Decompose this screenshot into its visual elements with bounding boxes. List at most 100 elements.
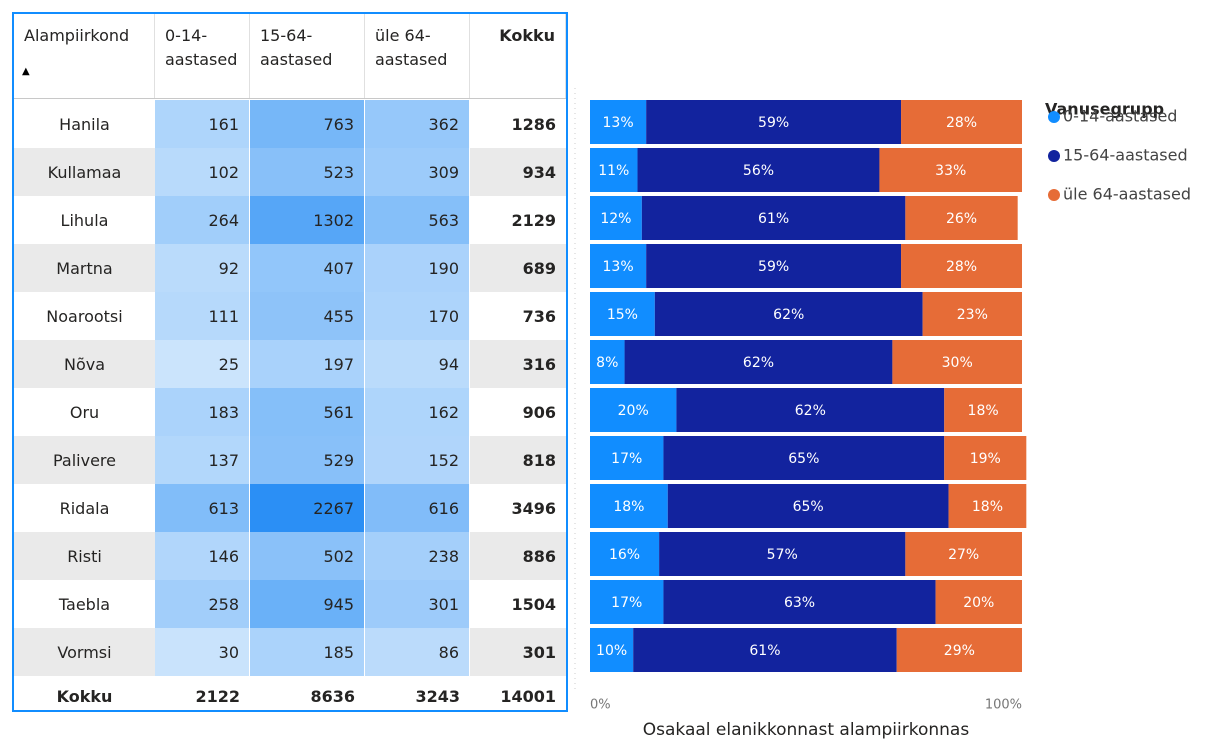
table-cell: 190 bbox=[365, 244, 470, 292]
row-label: Palivere bbox=[14, 436, 155, 484]
table-cell: 8636 bbox=[310, 686, 355, 706]
table-cell: 1302 bbox=[250, 196, 365, 244]
table-cell: 3243 bbox=[415, 686, 460, 706]
table-cell: 146 bbox=[155, 532, 250, 580]
bar-segment bbox=[892, 340, 1022, 384]
bar-segment bbox=[637, 148, 880, 192]
legend-marker bbox=[1048, 189, 1060, 201]
bar-segment bbox=[590, 436, 664, 480]
bar-segment bbox=[590, 148, 638, 192]
table-cell: 185 bbox=[250, 628, 365, 676]
column-header: Kokku bbox=[470, 14, 566, 98]
data-label: 62% bbox=[795, 403, 826, 419]
data-label: 17% bbox=[611, 595, 642, 611]
table-cell: 161 bbox=[155, 100, 250, 148]
data-label: 65% bbox=[793, 499, 824, 515]
data-label: 18% bbox=[968, 403, 999, 419]
data-label: 12% bbox=[600, 211, 631, 227]
data-label: 11% bbox=[598, 163, 629, 179]
bar-segment bbox=[590, 292, 655, 336]
legend-marker bbox=[1048, 111, 1060, 123]
data-label: 13% bbox=[603, 259, 634, 275]
data-label: 20% bbox=[963, 595, 994, 611]
table-cell: 152 bbox=[365, 436, 470, 484]
table-cell: 945 bbox=[250, 580, 365, 628]
table-cell: 502 bbox=[250, 532, 365, 580]
bar-segment bbox=[654, 292, 923, 336]
table-cell: 301 bbox=[365, 580, 470, 628]
x-axis-title: Osakaal elanikkonnast alampiirkonnas bbox=[643, 720, 970, 740]
table-cell: 2267 bbox=[250, 484, 365, 532]
table-cell: 25 bbox=[155, 340, 250, 388]
data-label: 62% bbox=[773, 307, 804, 323]
data-label: 23% bbox=[957, 307, 988, 323]
table-cell: 309 bbox=[365, 148, 470, 196]
bar-segment bbox=[590, 388, 677, 432]
data-label: 18% bbox=[972, 499, 1003, 515]
data-label: 26% bbox=[946, 211, 977, 227]
bar-segment bbox=[901, 100, 1022, 144]
table-cell: 613 bbox=[155, 484, 250, 532]
row-label: Noarootsi bbox=[46, 306, 123, 326]
data-label: 19% bbox=[970, 451, 1001, 467]
table-cell: 170 bbox=[365, 292, 470, 340]
column-header: Alampiirkond bbox=[14, 14, 155, 98]
table-cell: 30 bbox=[155, 628, 250, 676]
bar-segment bbox=[944, 388, 1022, 432]
table-cell: 1504 bbox=[511, 594, 556, 614]
table-cell: 455 bbox=[250, 292, 365, 340]
data-label: 65% bbox=[788, 451, 819, 467]
bar-segment bbox=[667, 484, 949, 528]
row-label: Risti bbox=[14, 532, 155, 580]
sort-icon[interactable]: ▲ bbox=[22, 66, 30, 77]
bar-segment bbox=[896, 628, 1022, 672]
row-label: Taebla bbox=[58, 594, 111, 614]
bar-segment bbox=[590, 580, 664, 624]
header-rule bbox=[14, 98, 566, 99]
table-cell: 264 bbox=[155, 196, 250, 244]
data-label: 27% bbox=[948, 547, 979, 563]
bar-segment bbox=[922, 292, 1022, 336]
data-label: 16% bbox=[609, 547, 640, 563]
data-label: 61% bbox=[758, 211, 789, 227]
table-cell: 616 bbox=[365, 484, 470, 532]
row-label: Oru bbox=[69, 402, 100, 422]
table-cell: 183 bbox=[155, 388, 250, 436]
table-cell: 137 bbox=[155, 436, 250, 484]
row-label: Nõva bbox=[14, 340, 155, 388]
data-label: 59% bbox=[758, 115, 789, 131]
table-cell: 258 bbox=[155, 580, 250, 628]
bar-segment bbox=[663, 580, 936, 624]
data-label: 15% bbox=[607, 307, 638, 323]
legend-marker bbox=[1048, 150, 1060, 162]
data-label: 59% bbox=[758, 259, 789, 275]
data-label: 8% bbox=[596, 355, 618, 371]
table-cell: 763 bbox=[250, 100, 365, 148]
table-cell: 906 bbox=[522, 402, 556, 422]
table-cell: 316 bbox=[470, 340, 566, 388]
bar-segment bbox=[590, 100, 647, 144]
bar-segment bbox=[590, 484, 668, 528]
bar-segment bbox=[641, 196, 906, 240]
bar-segment bbox=[624, 340, 893, 384]
column-header: 15-64-aastased bbox=[250, 14, 365, 98]
table-cell: 92 bbox=[155, 244, 250, 292]
table-cell: 162 bbox=[365, 388, 470, 436]
table-cell: 197 bbox=[250, 340, 365, 388]
data-label: 57% bbox=[767, 547, 798, 563]
x-tick-label: 0% bbox=[590, 698, 611, 713]
data-label: 28% bbox=[946, 259, 977, 275]
bar-segment bbox=[590, 244, 647, 288]
table-cell: 523 bbox=[250, 148, 365, 196]
data-label: 61% bbox=[749, 643, 780, 659]
bar-segment bbox=[590, 532, 660, 576]
bar-segment bbox=[948, 484, 1027, 528]
data-label: 56% bbox=[743, 163, 774, 179]
table-cell: 529 bbox=[250, 436, 365, 484]
table-cell: 102 bbox=[155, 148, 250, 196]
table-cell: 362 bbox=[365, 100, 470, 148]
bar-segment bbox=[905, 532, 1022, 576]
data-label: 28% bbox=[946, 115, 977, 131]
data-label: 20% bbox=[618, 403, 649, 419]
bar-segment bbox=[879, 148, 1022, 192]
